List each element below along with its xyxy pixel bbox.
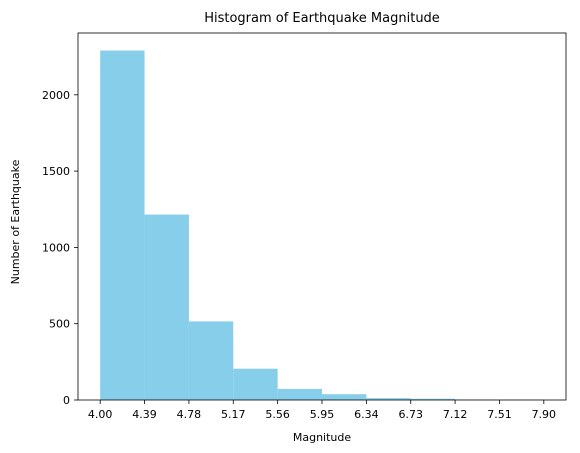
y-tick-label: 1000 [42,241,70,254]
x-tick-label: 6.34 [354,408,379,421]
histogram-bar [322,394,367,400]
histogram-bar [100,50,145,400]
x-axis-label: Magnitude [293,431,352,444]
x-tick-label: 4.39 [132,408,157,421]
histogram-bar [188,321,234,400]
y-axis-label: Number of Earthquake [9,159,22,284]
histogram-bar [277,389,322,400]
x-axis-ticks: 4.00 4.39 4.78 5.17 5.56 5.95 6.34 6.73 7.12 7.51… [88,400,556,421]
histogram-bar [410,398,456,400]
x-tick-label: 4.00 [88,408,113,421]
y-tick-label: 1500 [42,165,70,178]
y-tick-label: 0 [63,394,70,407]
x-tick-label: 7.90 [532,408,557,421]
x-tick-label: 5.95 [310,408,335,421]
histogram-bar [366,398,411,400]
x-tick-label: 7.12 [443,408,468,421]
x-tick-label: 6.73 [398,408,423,421]
bars-group [100,50,544,400]
chart-title: Histogram of Earthquake Magnitude [204,11,440,26]
x-tick-label: 4.78 [177,408,202,421]
histogram-bar [233,368,278,400]
y-tick-label: 2000 [42,89,70,102]
y-tick-label: 500 [49,318,70,331]
x-tick-label: 5.17 [221,408,246,421]
y-axis-ticks: 0 500 1000 1500 2000 [42,89,78,407]
x-tick-label: 7.51 [487,408,512,421]
histogram-bar [144,214,189,400]
x-tick-label: 5.56 [265,408,290,421]
